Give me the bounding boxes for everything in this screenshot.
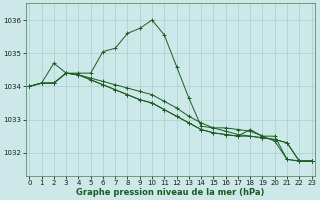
X-axis label: Graphe pression niveau de la mer (hPa): Graphe pression niveau de la mer (hPa): [76, 188, 265, 197]
